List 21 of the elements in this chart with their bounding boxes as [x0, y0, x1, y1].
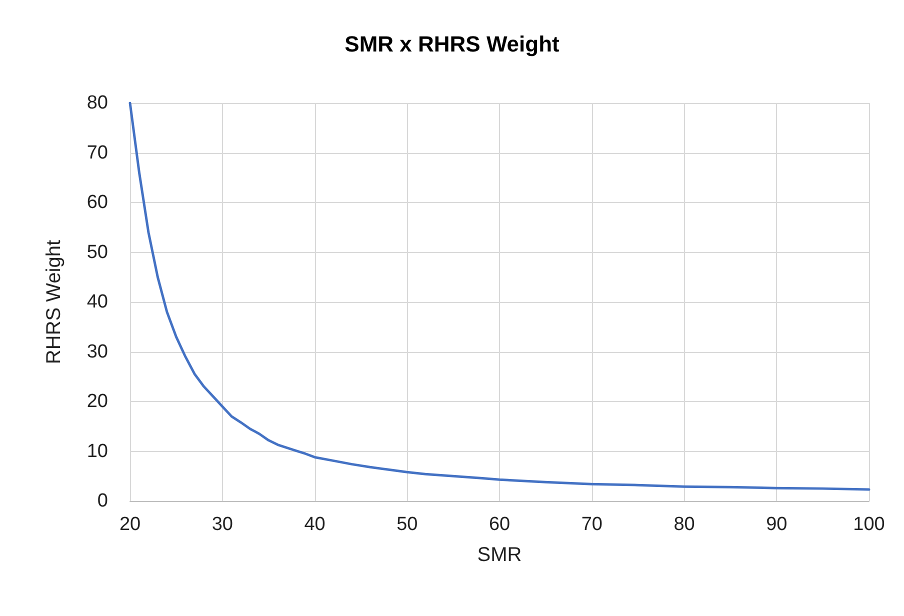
y-tick-label: 50: [86, 242, 108, 263]
y-tick-label: 80: [86, 92, 108, 114]
y-axis-title: RHRS Weight: [43, 240, 65, 364]
x-tick-label: 90: [766, 514, 788, 535]
x-tick-label: 100: [853, 514, 885, 535]
y-tick-label: 40: [86, 292, 108, 312]
y-tick-label: 20: [86, 391, 108, 412]
x-tick-label: 50: [396, 514, 418, 535]
x-tick-label: 20: [119, 514, 141, 535]
x-tick-label: 80: [674, 514, 695, 535]
x-tick-label: 40: [304, 514, 326, 535]
y-tick-label: 30: [86, 341, 108, 362]
x-tick-label: 60: [488, 514, 510, 535]
chart-title: SMR x RHRS Weight: [344, 32, 560, 56]
x-tick-label: 30: [212, 514, 233, 535]
y-tick-label: 0: [97, 490, 108, 512]
y-tick-label: 10: [86, 440, 108, 462]
x-axis-title: SMR: [477, 544, 522, 566]
y-tick-label: 70: [86, 142, 108, 164]
y-tick-label: 60: [86, 192, 108, 213]
x-tick-label: 70: [581, 514, 602, 535]
